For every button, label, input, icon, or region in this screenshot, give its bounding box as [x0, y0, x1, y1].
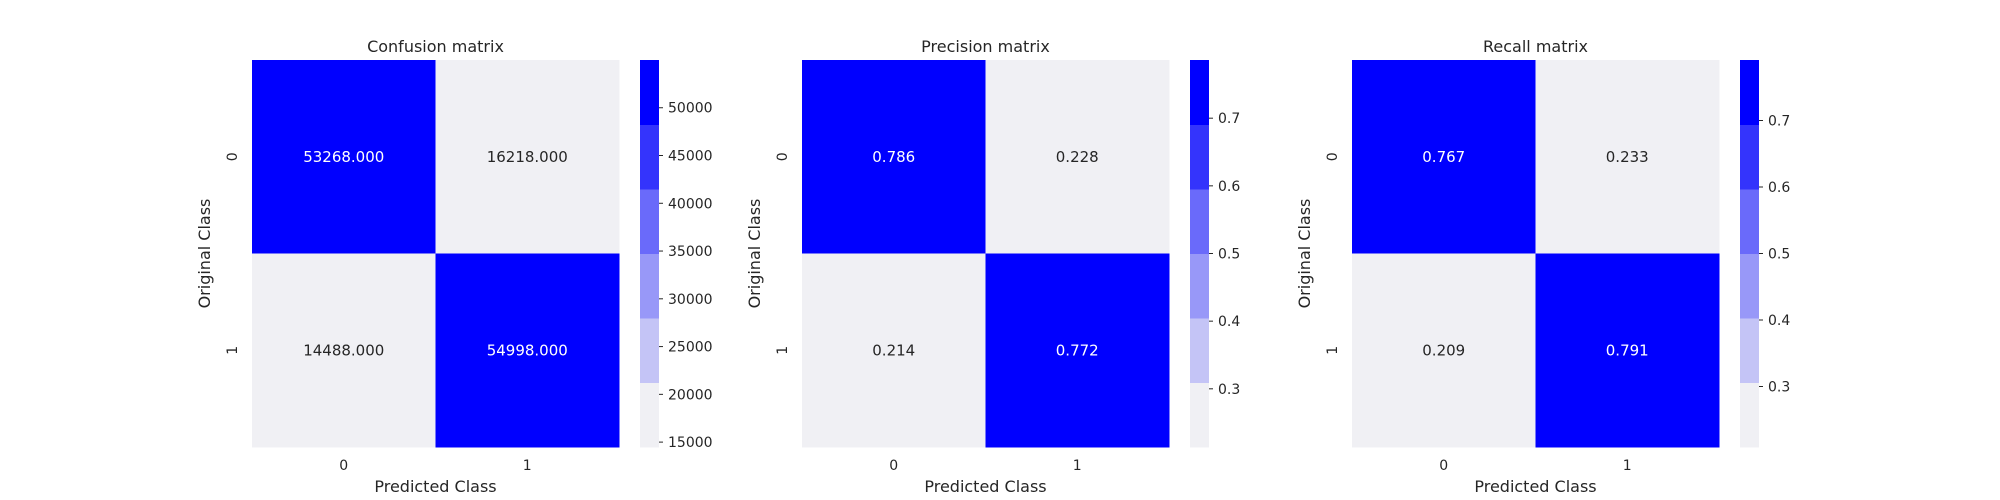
- colorbar-tick-label: 0.3: [1218, 382, 1240, 398]
- colorbar-segment: [640, 382, 659, 448]
- y-axis-label: Original Class: [745, 199, 764, 309]
- colorbar-segment: [1190, 124, 1209, 190]
- y-axis-label: Original Class: [1295, 199, 1314, 309]
- heatmap-cell: [1352, 60, 1536, 254]
- colorbar-tick-label: 20000: [668, 387, 713, 403]
- colorbar-tick-label: 0.7: [1768, 114, 1790, 130]
- colorbar-segment: [1740, 189, 1759, 254]
- heatmap-panel-1: Precision matrix 0.786 0.228 0.214 0.772 0 1 0 1…: [745, 37, 1240, 496]
- colorbar-tick-label: 40000: [668, 196, 713, 212]
- colorbar-segment: [1740, 318, 1759, 383]
- cell-value-label: 0.214: [872, 341, 915, 359]
- heatmap-cell: [802, 253, 986, 448]
- chart-title: Recall matrix: [1483, 37, 1588, 56]
- cell-value-label: 53268.000: [303, 148, 384, 166]
- cell-value-label: 0.209: [1422, 341, 1465, 359]
- cell-value-label: 14488.000: [303, 341, 384, 359]
- x-tick-label: 1: [523, 458, 532, 474]
- x-tick-label: 0: [1439, 458, 1448, 474]
- colorbar-segment: [1190, 253, 1209, 319]
- heatmap-panel-2: Recall matrix 0.767 0.233 0.209 0.791 0 1 0 1 Pre…: [1295, 37, 1790, 496]
- y-axis-label: Original Class: [195, 199, 214, 309]
- heatmap-cell: [1352, 253, 1536, 448]
- colorbar-tick-label: 0.5: [1218, 247, 1240, 263]
- y-tick-label: 0: [225, 152, 241, 161]
- cell-value-label: 0.767: [1422, 148, 1465, 166]
- y-tick-label: 1: [225, 346, 241, 355]
- colorbar-tick-label: 0.5: [1768, 247, 1790, 263]
- heatmap-cell: [252, 253, 436, 448]
- x-tick-label: 1: [1623, 458, 1632, 474]
- colorbar-segment: [1740, 253, 1759, 319]
- cell-value-label: 0.791: [1606, 341, 1649, 359]
- chart-title: Confusion matrix: [367, 37, 504, 56]
- colorbar-tick-label: 0.3: [1768, 379, 1790, 395]
- colorbar-segment: [1190, 318, 1209, 383]
- cell-value-label: 0.786: [872, 148, 915, 166]
- colorbar-segment: [1740, 60, 1759, 125]
- y-tick-label: 0: [1325, 152, 1341, 161]
- colorbar-tick-label: 0.4: [1218, 314, 1240, 330]
- colorbar-tick-label: 0.6: [1218, 179, 1240, 195]
- chart-title: Precision matrix: [921, 37, 1050, 56]
- heatmap-cell: [1535, 253, 1720, 448]
- colorbar-segment: [640, 60, 659, 125]
- colorbar-tick-label: 30000: [668, 292, 713, 308]
- colorbar-segment: [1190, 382, 1209, 448]
- colorbar-tick-label: 50000: [668, 101, 713, 117]
- heatmap-panel-0: Confusion matrix 53268.000 16218.000 14488.…: [195, 37, 713, 496]
- x-axis-label: Predicted Class: [1474, 477, 1596, 496]
- colorbar-segment: [640, 124, 659, 190]
- y-tick-label: 1: [1325, 346, 1341, 355]
- colorbar-tick-label: 15000: [668, 435, 713, 451]
- colorbar-segment: [640, 253, 659, 319]
- heatmap-cell: [1535, 60, 1720, 254]
- cell-value-label: 0.228: [1056, 148, 1099, 166]
- x-axis-label: Predicted Class: [924, 477, 1046, 496]
- colorbar-tick-label: 35000: [668, 244, 713, 260]
- colorbar-tick-label: 45000: [668, 149, 713, 165]
- colorbar-tick-label: 0.4: [1768, 313, 1790, 329]
- heatmap-cell: [252, 60, 436, 254]
- colorbar-segment: [1740, 124, 1759, 190]
- heatmap-cell: [985, 253, 1170, 448]
- x-axis-label: Predicted Class: [374, 477, 496, 496]
- x-tick-label: 1: [1073, 458, 1082, 474]
- heatmap-cell: [435, 253, 620, 448]
- colorbar-segment: [640, 189, 659, 254]
- cell-value-label: 0.233: [1606, 148, 1649, 166]
- colorbar-segment: [1740, 382, 1759, 448]
- cell-value-label: 16218.000: [487, 148, 568, 166]
- cell-value-label: 54998.000: [487, 341, 568, 359]
- y-tick-label: 1: [775, 346, 791, 355]
- x-tick-label: 0: [889, 458, 898, 474]
- heatmap-cell: [435, 60, 620, 254]
- cell-value-label: 0.772: [1056, 341, 1099, 359]
- heatmap-cell: [985, 60, 1170, 254]
- colorbar-segment: [1190, 60, 1209, 125]
- colorbar-tick-label: 0.6: [1768, 180, 1790, 196]
- x-tick-label: 0: [339, 458, 348, 474]
- colorbar-tick-label: 25000: [668, 340, 713, 356]
- y-tick-label: 0: [775, 152, 791, 161]
- colorbar-tick-label: 0.7: [1218, 111, 1240, 127]
- colorbar-segment: [1190, 189, 1209, 254]
- heatmap-cell: [802, 60, 986, 254]
- colorbar-segment: [640, 318, 659, 383]
